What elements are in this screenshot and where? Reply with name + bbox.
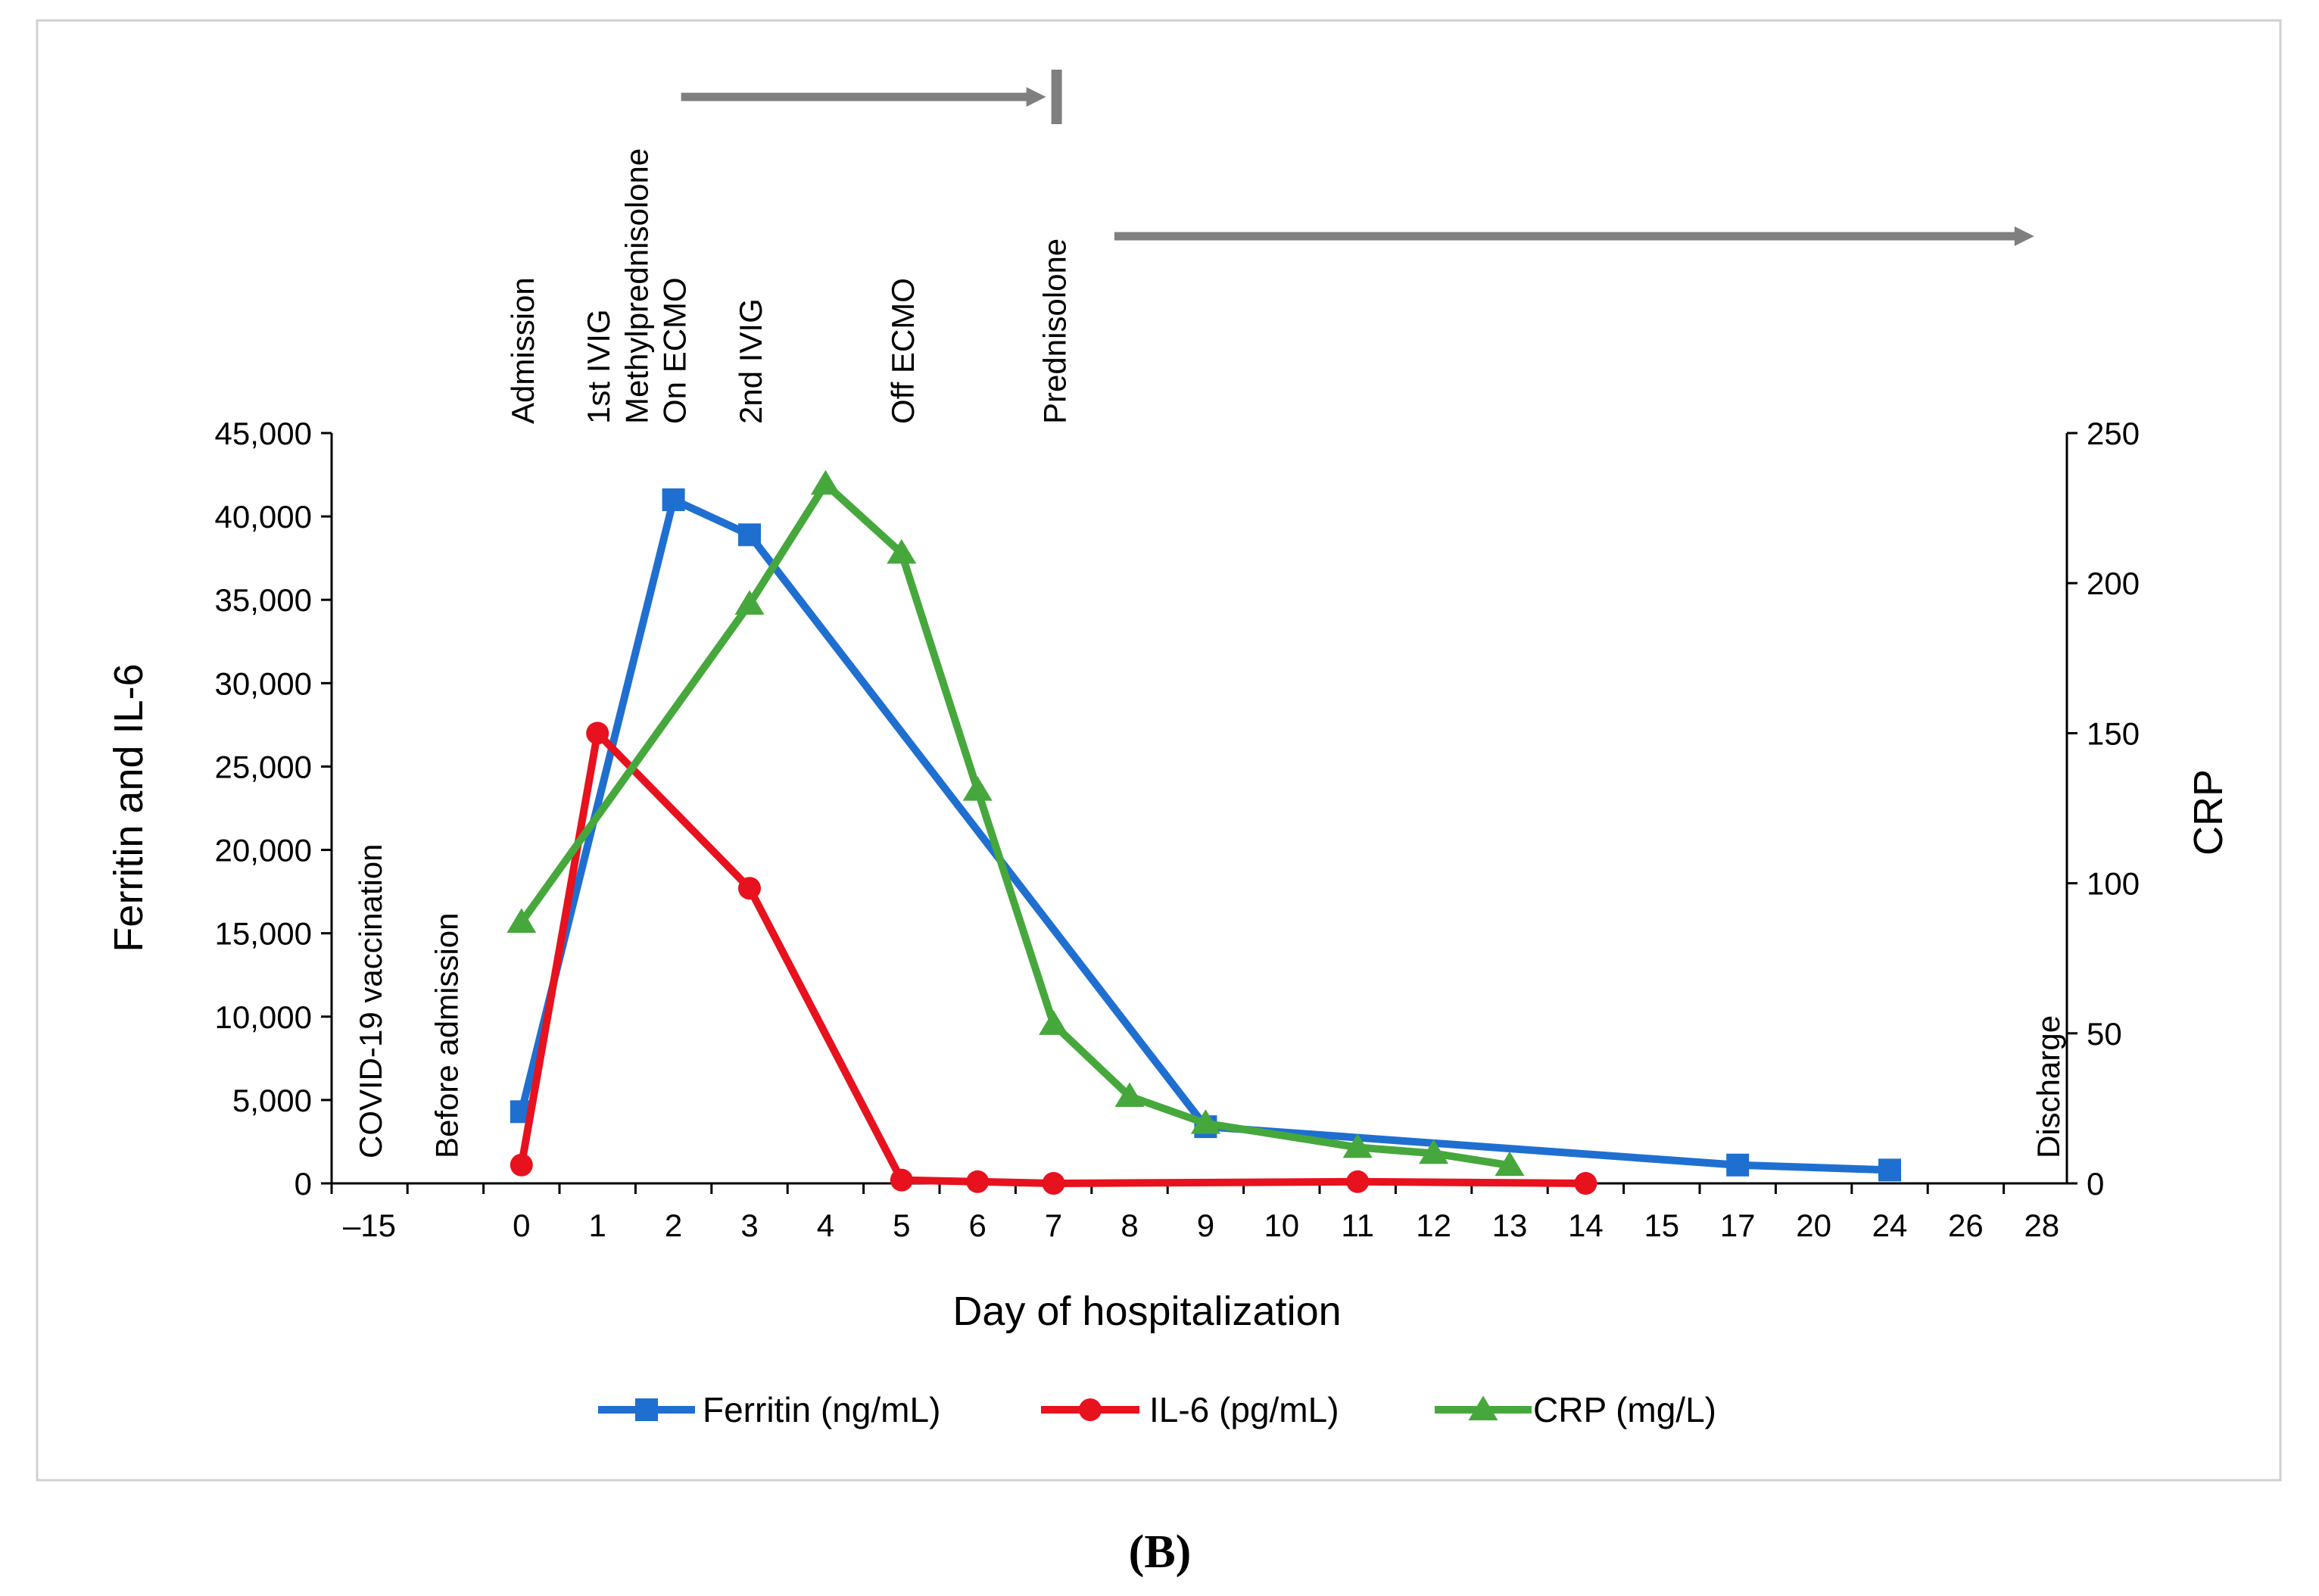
left-tick-label: 15,000: [215, 916, 312, 952]
data-point: [662, 488, 685, 512]
event-label: On ECMO: [657, 277, 693, 424]
right-tick-label: 150: [2087, 715, 2140, 751]
x-tick-label: 6: [969, 1208, 987, 1243]
data-point: [738, 523, 761, 547]
left-tick-label: 5,000: [232, 1083, 312, 1118]
left-ticks: 0 5,000 10,000 15,000 20,000 25,000 30,000 35,0…: [215, 416, 332, 1202]
right-tick-label: 50: [2087, 1016, 2122, 1052]
event-label: COVID-19 vaccination: [353, 843, 388, 1158]
data-point: [962, 776, 993, 801]
left-tick-label: 30,000: [215, 666, 312, 701]
right-tick-label: 250: [2087, 416, 2140, 451]
x-tick-label: 15: [1644, 1208, 1679, 1243]
y2-axis-title: CRP: [2186, 769, 2231, 856]
data-point: [887, 538, 917, 564]
data-point: [586, 722, 609, 745]
event-label: Admission: [505, 277, 541, 424]
event-label: 1st IVIG: [581, 309, 616, 424]
treatment-arrowhead: [1026, 87, 1046, 107]
left-tick-label: 25,000: [215, 749, 312, 784]
x-tick-label: 17: [1720, 1208, 1756, 1243]
data-point: [1190, 1109, 1220, 1134]
legend-swatch-marker: [1079, 1398, 1102, 1421]
x-tick-label: 5: [893, 1208, 910, 1243]
x-tick-label: 13: [1492, 1208, 1528, 1243]
legend-label: IL-6 (pg/mL): [1149, 1390, 1339, 1429]
x-tick-label: 26: [1948, 1208, 1984, 1243]
legend-label: Ferritin (ng/mL): [703, 1390, 940, 1429]
data-point: [1342, 1133, 1373, 1158]
right-tick-label: 100: [2087, 866, 2140, 902]
right-ticks: 0 50 100 150 200 250: [2067, 416, 2140, 1202]
legend: Ferritin (ng/mL) IL-6 (pg/mL) CRP (mg/L): [598, 1390, 1716, 1429]
event-labels-inside: COVID-19 vaccination Before admission Disc…: [353, 843, 2066, 1158]
event-label: Methylprednisolone: [619, 148, 654, 424]
treatment-bars: [681, 70, 2034, 246]
chart-border: [36, 19, 2282, 1482]
event-label: Prednisolone: [1037, 238, 1073, 424]
data-point: [1039, 1010, 1069, 1035]
data-point: [738, 877, 761, 900]
series-line: [517, 496, 1890, 1174]
x-tick-label: 1: [589, 1208, 606, 1243]
left-tick-label: 40,000: [215, 499, 312, 535]
data-point: [1495, 1151, 1525, 1177]
x-tick-label: 14: [1568, 1208, 1604, 1243]
x-tick-label: 24: [1872, 1208, 1908, 1243]
data-point: [1419, 1139, 1449, 1164]
data-point: [507, 908, 537, 934]
x-tick-label: 0: [513, 1208, 530, 1243]
right-tick-label: 0: [2087, 1166, 2104, 1202]
left-tick-label: 35,000: [215, 582, 312, 618]
event-label: 2nd IVIG: [733, 298, 768, 424]
x-tick-label: 11: [1341, 1208, 1374, 1243]
x-tick-label: 7: [1045, 1208, 1062, 1243]
event-label: Off ECMO: [885, 278, 921, 424]
data-point: [734, 590, 765, 615]
left-tick-label: 10,000: [215, 999, 312, 1035]
x-tick-label: 8: [1121, 1208, 1138, 1243]
x-tick-label: 28: [2024, 1208, 2059, 1243]
data-point: [1042, 1172, 1065, 1195]
data-point: [1574, 1172, 1597, 1195]
data-point: [510, 1153, 533, 1177]
data-point: [890, 1168, 913, 1192]
y-axis-title: Ferritin and IL-6: [106, 663, 151, 952]
x-tick-label: 4: [817, 1208, 834, 1243]
series-line: [517, 729, 1586, 1187]
data-point: [1726, 1153, 1750, 1177]
data-point: [1114, 1082, 1145, 1107]
event-label: Discharge: [2031, 1015, 2066, 1158]
x-axis-title: Day of hospitalization: [952, 1289, 1341, 1334]
data-point: [1346, 1170, 1370, 1193]
left-tick-label: 45,000: [215, 416, 312, 451]
event-label: Before admission: [429, 913, 464, 1159]
series-layer: [507, 469, 1901, 1195]
x-tick-label: 3: [740, 1208, 758, 1243]
legend-swatch-marker: [635, 1398, 658, 1421]
event-labels-top: Admission 1st IVIG Methylprednisolone On EC…: [505, 148, 1073, 424]
x-tick-label: 20: [1796, 1208, 1831, 1243]
x-tick-label: –15: [343, 1208, 396, 1243]
left-tick-label: 0: [295, 1166, 312, 1202]
legend-label: CRP (mg/L): [1533, 1390, 1716, 1429]
series-triangle: [507, 469, 1525, 1177]
data-point: [1878, 1158, 1901, 1182]
data-point: [810, 469, 840, 495]
left-tick-label: 20,000: [215, 833, 312, 868]
x-ticks: –15 0 1 2 3 4 5 6 7 8 9 10 11 12 13 14 15 17 20 24 26 28: [330, 1183, 2059, 1243]
x-tick-label: 2: [665, 1208, 682, 1243]
panel-label: (B): [1129, 1526, 1192, 1578]
x-tick-label: 10: [1264, 1208, 1299, 1243]
x-tick-label: 9: [1197, 1208, 1214, 1243]
right-tick-label: 200: [2087, 566, 2140, 601]
legend-swatch-marker: [1468, 1395, 1498, 1420]
data-point: [966, 1170, 990, 1193]
treatment-arrowhead: [2014, 226, 2034, 246]
x-tick-label: 12: [1416, 1208, 1451, 1243]
series-circle: [510, 722, 1597, 1195]
